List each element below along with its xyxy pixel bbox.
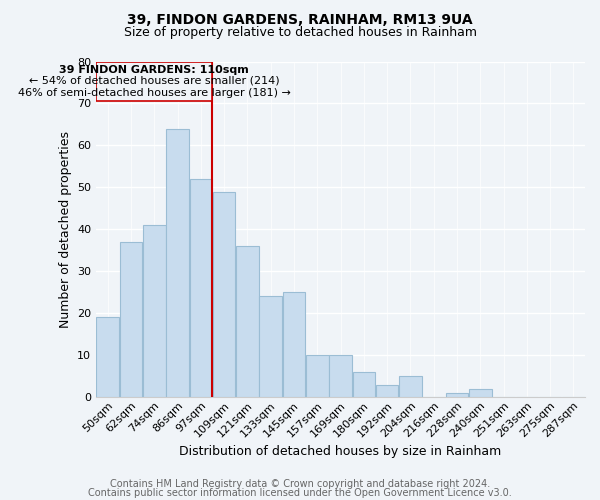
Bar bbox=[166, 128, 189, 397]
Bar bbox=[469, 389, 491, 397]
Bar bbox=[259, 296, 282, 397]
Text: Size of property relative to detached houses in Rainham: Size of property relative to detached ho… bbox=[124, 26, 476, 39]
Bar bbox=[236, 246, 259, 397]
Y-axis label: Number of detached properties: Number of detached properties bbox=[59, 131, 71, 328]
Text: Contains public sector information licensed under the Open Government Licence v3: Contains public sector information licen… bbox=[88, 488, 512, 498]
Bar bbox=[120, 242, 142, 397]
Bar bbox=[213, 192, 235, 397]
Bar bbox=[143, 225, 166, 397]
Bar bbox=[329, 355, 352, 397]
Text: Contains HM Land Registry data © Crown copyright and database right 2024.: Contains HM Land Registry data © Crown c… bbox=[110, 479, 490, 489]
Bar bbox=[97, 318, 119, 397]
Bar bbox=[399, 376, 422, 397]
Text: 39 FINDON GARDENS: 110sqm: 39 FINDON GARDENS: 110sqm bbox=[59, 65, 249, 75]
Text: 39, FINDON GARDENS, RAINHAM, RM13 9UA: 39, FINDON GARDENS, RAINHAM, RM13 9UA bbox=[127, 12, 473, 26]
Bar bbox=[306, 355, 329, 397]
Bar bbox=[353, 372, 375, 397]
Bar bbox=[446, 393, 468, 397]
Bar bbox=[190, 179, 212, 397]
Text: ← 54% of detached houses are smaller (214): ← 54% of detached houses are smaller (21… bbox=[29, 76, 280, 86]
Text: 46% of semi-detached houses are larger (181) →: 46% of semi-detached houses are larger (… bbox=[18, 88, 291, 98]
Bar bbox=[96, 62, 212, 102]
X-axis label: Distribution of detached houses by size in Rainham: Distribution of detached houses by size … bbox=[179, 444, 502, 458]
Bar bbox=[283, 292, 305, 397]
Bar bbox=[376, 384, 398, 397]
